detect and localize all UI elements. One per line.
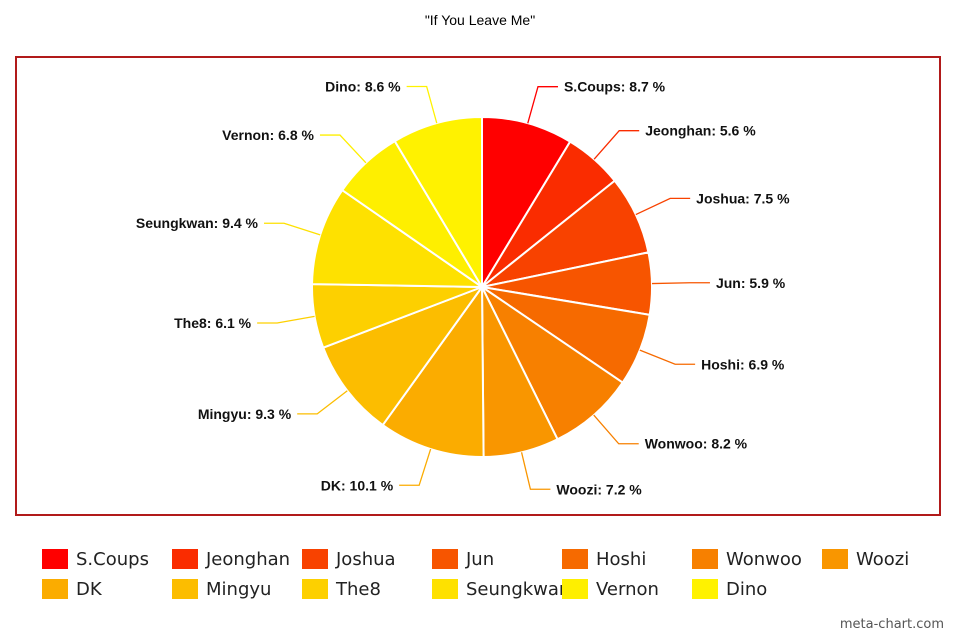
legend-swatch [432,579,458,599]
label-connector [639,349,696,365]
slice-label: Vernon: 6.8 % [222,127,314,143]
label-connector [297,390,348,415]
legend-swatch [172,549,198,569]
legend-swatch [562,549,588,569]
label-connector [527,86,558,124]
label-connector [319,134,367,164]
label-connector [593,130,640,160]
legend-label: S.Coups [76,548,149,570]
legend-row: DK Mingyu The8 Seungkwan Vernon Dino [42,576,942,606]
pie-slice-s-coups [481,115,572,291]
legend-label: Seungkwan [466,578,571,600]
legend-item: Dino [692,576,767,602]
legend-label: DK [76,578,102,600]
legend-item: Joshua [302,546,396,572]
legend-item: Seungkwan [432,576,570,602]
legend-item: DK [42,576,102,602]
label-connector [257,315,315,324]
chart-title: "If You Leave Me" [424,12,536,28]
slice-label: Dino: 8.6 % [325,79,401,95]
pie-slice-wonwoo [479,284,625,441]
label-connector [399,448,432,486]
legend-row: S.Coups Jeonghan Joshua Jun Hoshi Wonwoo Woozi [42,546,942,576]
legend-item: Mingyu [172,576,271,602]
label-connector [406,85,438,124]
legend-item: Woozi [822,546,909,572]
legend-label: Jun [466,548,495,570]
legend-swatch [302,549,328,569]
slice-label: Woozi: 7.2 % [556,481,642,497]
legend-swatch [302,579,328,599]
legend-label: Dino [726,578,768,600]
legend-label: Hoshi [596,548,647,570]
slice-label: Joshua: 7.5 % [696,190,790,206]
legend-label: Woozi [856,548,910,570]
legend-item: Wonwoo [692,546,802,572]
slice-label: Mingyu: 9.3 % [198,406,292,422]
legend-label: Vernon [596,578,659,600]
legend-swatch [42,549,68,569]
label-connector [635,197,691,216]
legend-item: Jeonghan [172,546,290,572]
legend-label: Joshua [336,548,396,570]
legend-label: The8 [336,578,381,600]
legend-item: S.Coups [42,546,149,572]
legend: S.Coups Jeonghan Joshua Jun Hoshi Wonwoo Woozi… [42,546,942,606]
legend-swatch [172,579,198,599]
slice-label: S.Coups: 8.7 % [564,79,666,95]
legend-label: Mingyu [206,578,272,600]
legend-swatch [822,549,848,569]
legend-swatch [692,579,718,599]
legend-item: Vernon [562,576,659,602]
slice-label: Jun: 5.9 % [716,275,786,291]
legend-swatch [42,579,68,599]
slice-label: Seungkwan: 9.4 % [136,215,259,231]
legend-item: Hoshi [562,546,646,572]
chart-frame: S.Coups: 8.7 % Jeonghan: 5.6 % Joshua: 7.5… [15,56,941,516]
label-connector [520,452,551,490]
pie-slice-dk [381,283,485,458]
legend-label: Wonwoo [726,548,802,570]
legend-swatch [432,549,458,569]
legend-item: The8 [302,576,381,602]
slice-label: Jeonghan: 5.6 % [645,123,756,139]
pie-slice-dino [393,115,483,291]
legend-label: Jeonghan [206,548,291,570]
label-connector [651,282,710,285]
slice-label: Wonwoo: 8.2 % [645,436,748,452]
credit-text: meta-chart.com [839,617,944,632]
label-connector [264,222,321,236]
pie-chart: S.Coups: 8.7 % Jeonghan: 5.6 % Joshua: 7.5… [136,79,790,498]
legend-item: Jun [432,546,494,572]
slice-label: Hoshi: 6.9 % [701,356,785,372]
label-connector [593,414,639,445]
slice-label: The8: 6.1 % [174,315,252,331]
slice-label: DK: 10.1 % [321,477,394,493]
legend-swatch [562,579,588,599]
legend-swatch [692,549,718,569]
